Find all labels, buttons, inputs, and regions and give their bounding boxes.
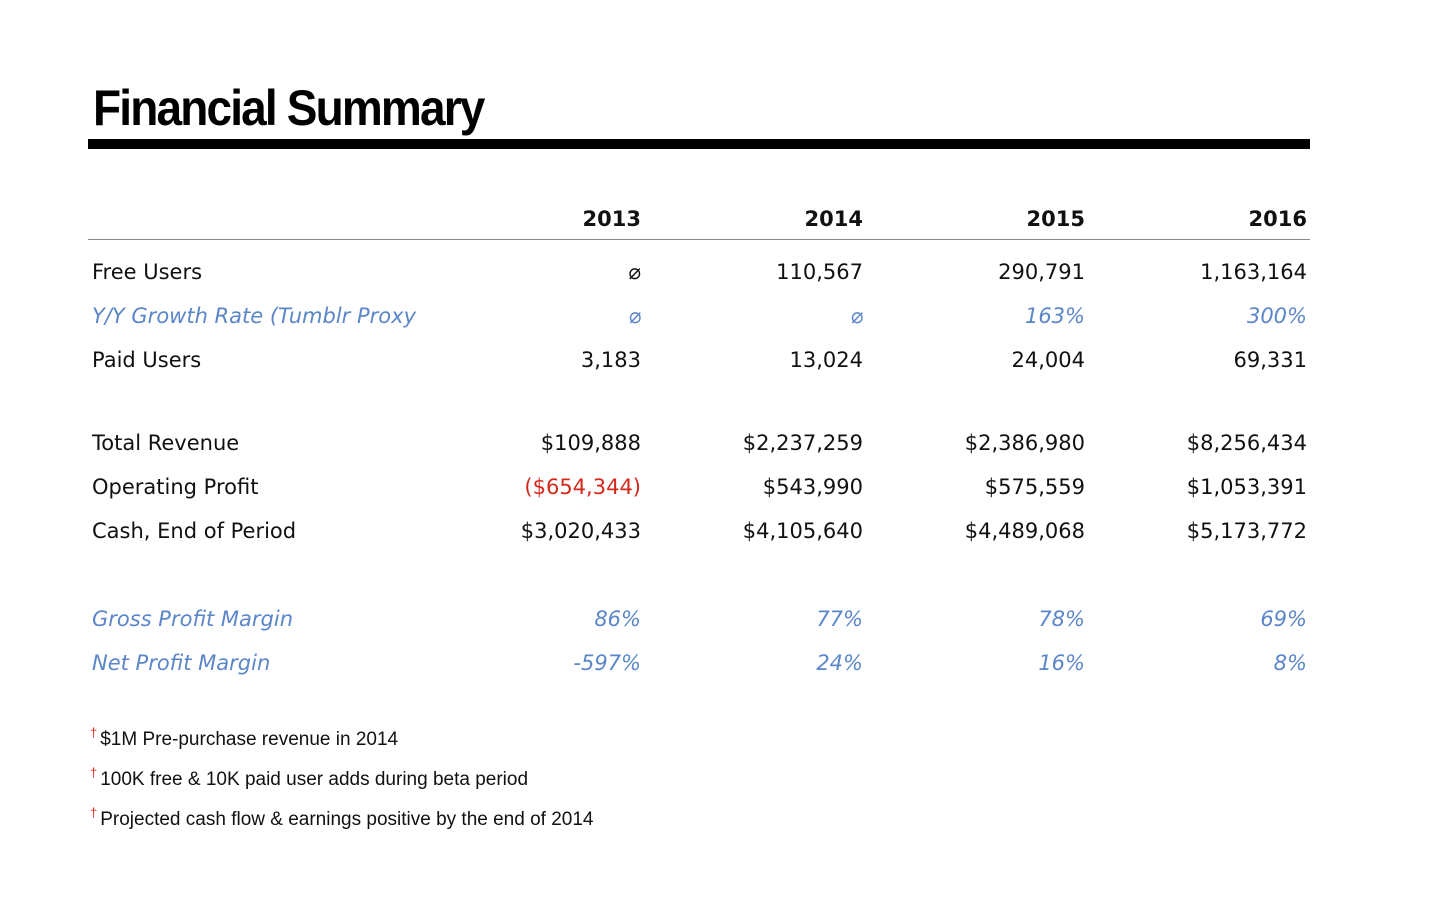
cash-end-2016: $5,173,772 <box>1186 519 1307 543</box>
total-revenue-2016: $8,256,434 <box>1186 431 1307 455</box>
operating-profit-2015: $575,559 <box>984 475 1085 499</box>
yy-growth-2016: 300% <box>1246 304 1307 328</box>
header-divider <box>88 239 1310 240</box>
row-label-yy-growth: Y/Y Growth Rate (Tumblr Proxy <box>92 304 416 328</box>
free-users-2013: ⌀ <box>628 260 641 284</box>
yy-growth-2015: 163% <box>1024 304 1085 328</box>
paid-users-2016: 69,331 <box>1233 348 1307 372</box>
total-revenue-2014: $2,237,259 <box>742 431 863 455</box>
footnote-text: Projected cash flow & earnings positive … <box>100 809 594 830</box>
free-users-2016: 1,163,164 <box>1200 260 1307 284</box>
row-label-paid-users: Paid Users <box>92 348 202 372</box>
gross-margin-2014: 77% <box>816 607 863 631</box>
cash-end-2015: $4,489,068 <box>964 519 1085 543</box>
footnote-2: † 100K free & 10K paid user adds during b… <box>90 765 529 793</box>
operating-profit-2016: $1,053,391 <box>1186 475 1307 499</box>
gross-margin-2016: 69% <box>1260 607 1307 631</box>
page-title: Financial Summary <box>93 80 485 136</box>
cash-end-2013: $3,020,433 <box>520 519 641 543</box>
net-margin-2013: -597% <box>573 651 641 675</box>
cash-end-2014: $4,105,640 <box>742 519 863 543</box>
paid-users-2013: 3,183 <box>580 348 641 372</box>
footnote-marker: † <box>90 805 98 820</box>
year-header-2015: 2015 <box>1026 207 1085 231</box>
free-users-2014: 110,567 <box>776 260 863 284</box>
row-label-free-users: Free Users <box>92 260 203 284</box>
row-label-cash-end: Cash, End of Period <box>92 519 297 543</box>
year-header-2013: 2013 <box>582 207 641 231</box>
net-margin-2015: 16% <box>1038 651 1085 675</box>
free-users-2015: 290,791 <box>998 260 1085 284</box>
footnote-marker: † <box>90 725 98 740</box>
footnote-3: † Projected cash flow & earnings positive… <box>90 805 594 833</box>
row-label-total-revenue: Total Revenue <box>92 431 240 455</box>
gross-margin-2015: 78% <box>1038 607 1085 631</box>
operating-profit-2014: $543,990 <box>762 475 863 499</box>
paid-users-2014: 13,024 <box>789 348 863 372</box>
net-margin-2016: 8% <box>1273 651 1307 675</box>
footnote-marker: † <box>90 765 98 780</box>
paid-users-2015: 24,004 <box>1011 348 1085 372</box>
row-label-operating-profit: Operating Profit <box>92 475 259 499</box>
year-header-2016: 2016 <box>1248 207 1307 231</box>
yy-growth-2014: ⌀ <box>850 304 863 328</box>
operating-profit-2013: ($654,344) <box>524 475 641 499</box>
total-revenue-2015: $2,386,980 <box>964 431 1085 455</box>
title-divider <box>88 139 1310 149</box>
footnote-text: $1M Pre-purchase revenue in 2014 <box>100 729 399 750</box>
net-margin-2014: 24% <box>816 651 863 675</box>
total-revenue-2013: $109,888 <box>540 431 641 455</box>
row-label-gross-margin: Gross Profit Margin <box>92 607 294 631</box>
gross-margin-2013: 86% <box>594 607 641 631</box>
footnote-1: † $1M Pre-purchase revenue in 2014 <box>90 725 399 753</box>
row-label-net-margin: Net Profit Margin <box>92 651 271 675</box>
footnote-text: 100K free & 10K paid user adds during be… <box>100 769 529 790</box>
yy-growth-2013: ⌀ <box>628 304 641 328</box>
year-header-2014: 2014 <box>804 207 863 231</box>
